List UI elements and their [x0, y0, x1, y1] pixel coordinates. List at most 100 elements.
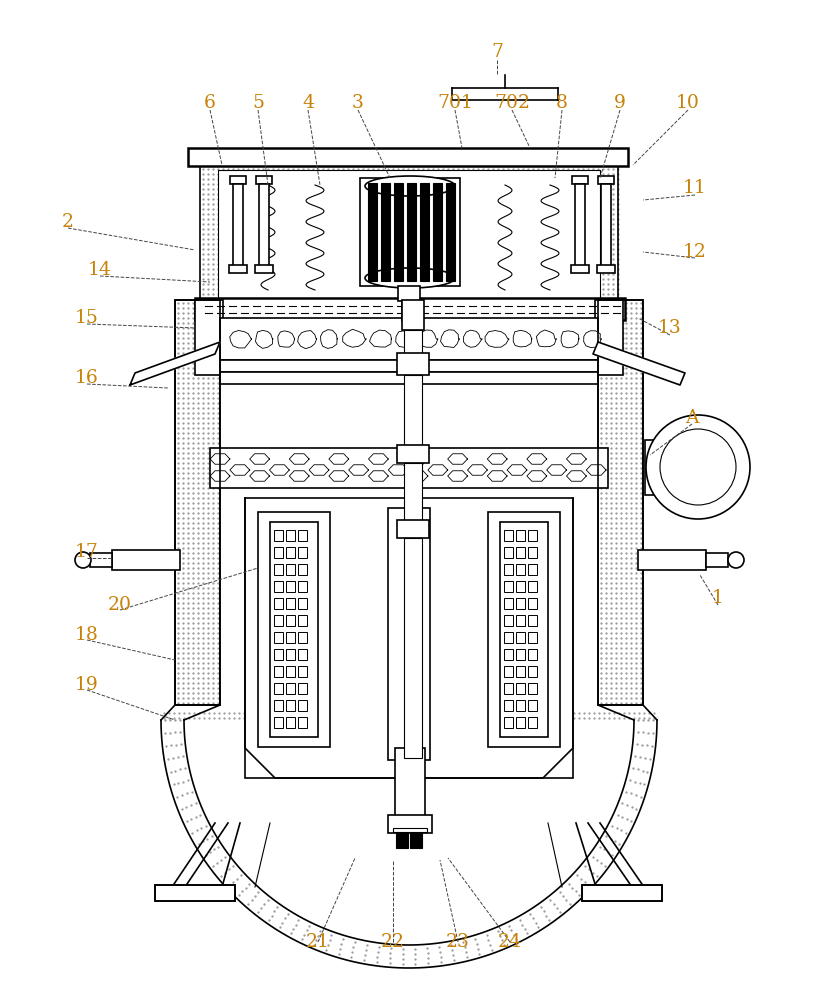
Bar — [516, 683, 525, 694]
Bar — [582, 885, 662, 901]
Bar — [155, 885, 235, 901]
Bar — [598, 300, 643, 705]
Bar — [286, 666, 295, 677]
Polygon shape — [130, 342, 220, 385]
Polygon shape — [485, 331, 509, 347]
Text: 4: 4 — [302, 94, 314, 112]
Bar — [516, 649, 525, 660]
Bar — [504, 598, 513, 609]
Text: 11: 11 — [683, 179, 707, 197]
Text: 5: 5 — [252, 94, 264, 112]
Text: 701: 701 — [437, 94, 473, 112]
Bar — [286, 683, 295, 694]
Bar — [286, 598, 295, 609]
Bar — [516, 598, 525, 609]
Bar — [195, 300, 223, 375]
Bar — [388, 508, 430, 760]
Text: 23: 23 — [446, 933, 470, 951]
Bar — [286, 632, 295, 643]
Bar — [504, 615, 513, 626]
Bar — [229, 265, 247, 273]
Polygon shape — [278, 331, 295, 347]
Bar — [706, 553, 728, 567]
Bar — [286, 649, 295, 660]
Bar — [298, 700, 307, 711]
Bar — [256, 176, 272, 184]
Bar — [393, 828, 427, 832]
Polygon shape — [441, 330, 460, 348]
Bar — [233, 184, 243, 269]
Bar — [195, 298, 625, 320]
Bar — [528, 598, 537, 609]
Polygon shape — [536, 330, 556, 347]
Bar — [504, 581, 513, 592]
Polygon shape — [561, 331, 579, 348]
Ellipse shape — [365, 176, 455, 196]
Bar — [286, 717, 295, 728]
Bar — [188, 148, 628, 166]
Bar — [274, 632, 283, 643]
Text: 2: 2 — [62, 213, 74, 231]
Text: 10: 10 — [676, 94, 700, 112]
Text: 18: 18 — [75, 626, 99, 644]
Bar — [388, 815, 432, 833]
Bar — [286, 547, 295, 558]
Bar — [200, 166, 618, 301]
Bar — [398, 286, 420, 301]
Bar — [516, 666, 525, 677]
Bar — [488, 512, 560, 747]
Polygon shape — [513, 330, 532, 347]
Bar — [433, 183, 442, 281]
Bar — [528, 666, 537, 677]
Bar — [528, 632, 537, 643]
Bar — [298, 547, 307, 558]
Bar — [298, 649, 307, 660]
Bar — [112, 550, 180, 570]
Bar — [504, 547, 513, 558]
Bar — [528, 683, 537, 694]
Bar — [298, 615, 307, 626]
Bar — [404, 538, 422, 758]
Bar — [220, 318, 598, 360]
Text: 7: 7 — [491, 43, 503, 61]
Polygon shape — [369, 330, 391, 347]
Bar — [210, 448, 608, 488]
Bar — [395, 748, 425, 818]
Bar — [396, 830, 408, 848]
Bar — [274, 598, 283, 609]
Bar — [645, 440, 693, 495]
Bar — [504, 683, 513, 694]
Text: 21: 21 — [306, 933, 330, 951]
Bar — [270, 522, 318, 737]
Bar — [516, 547, 525, 558]
Bar — [516, 717, 525, 728]
Bar — [446, 183, 455, 281]
Bar — [528, 547, 537, 558]
Bar — [286, 615, 295, 626]
Circle shape — [646, 415, 750, 519]
Bar — [175, 300, 220, 705]
Bar — [230, 176, 246, 184]
Polygon shape — [464, 330, 482, 347]
Bar — [528, 581, 537, 592]
Bar — [410, 830, 422, 848]
Bar — [598, 300, 643, 705]
Bar — [516, 700, 525, 711]
Bar — [274, 700, 283, 711]
Text: 1: 1 — [712, 589, 724, 607]
Polygon shape — [297, 331, 316, 349]
Circle shape — [728, 552, 744, 568]
Polygon shape — [320, 330, 337, 348]
Text: 6: 6 — [204, 94, 216, 112]
Polygon shape — [230, 330, 252, 348]
Bar — [571, 265, 589, 273]
Text: 8: 8 — [556, 94, 568, 112]
Text: 24: 24 — [498, 933, 522, 951]
Polygon shape — [593, 342, 685, 385]
Bar — [504, 666, 513, 677]
Polygon shape — [255, 330, 273, 348]
Text: 19: 19 — [75, 676, 99, 694]
Bar — [368, 183, 377, 281]
Polygon shape — [584, 331, 601, 348]
Bar — [638, 550, 706, 570]
